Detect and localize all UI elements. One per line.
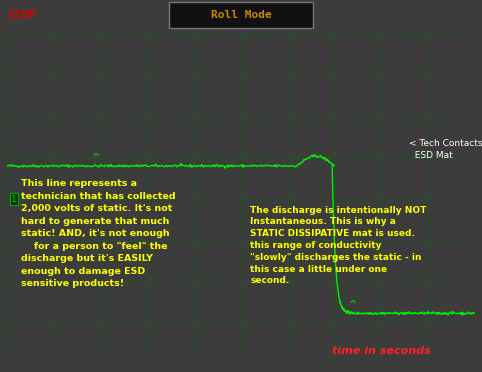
FancyBboxPatch shape [169, 2, 313, 28]
Text: The discharge is intentionally NOT
Instantaneous. This is why a
STATIC DISSIPATI: The discharge is intentionally NOT Insta… [250, 206, 427, 285]
Text: ^: ^ [92, 153, 100, 163]
Text: STOP: STOP [7, 9, 36, 22]
Text: Roll Mode: Roll Mode [211, 10, 271, 20]
Text: time in seconds: time in seconds [332, 346, 430, 356]
Text: This line represents a
technician that has collected
2,000 volts of static. It's: This line represents a technician that h… [21, 179, 176, 288]
Text: < Tech Contacts
  ESD Mat: < Tech Contacts ESD Mat [409, 139, 482, 160]
Text: ^: ^ [349, 300, 357, 310]
Text: 1: 1 [11, 195, 17, 203]
